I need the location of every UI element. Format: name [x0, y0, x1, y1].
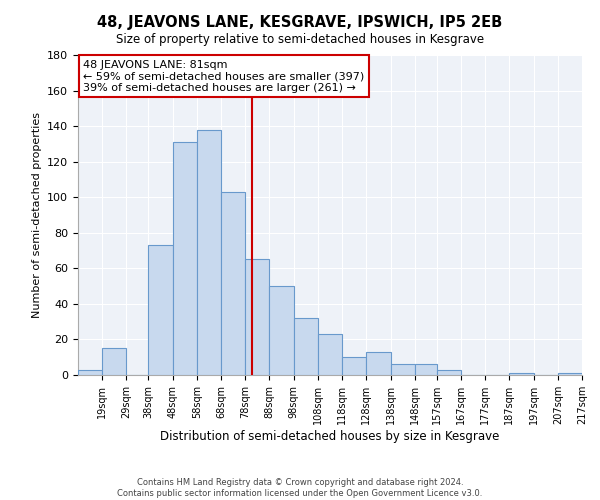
Bar — [509, 373, 533, 375]
Bar — [391, 364, 415, 375]
Bar — [342, 357, 367, 375]
Bar — [558, 373, 582, 375]
Bar — [173, 142, 197, 375]
Y-axis label: Number of semi-detached properties: Number of semi-detached properties — [32, 112, 41, 318]
X-axis label: Distribution of semi-detached houses by size in Kesgrave: Distribution of semi-detached houses by … — [160, 430, 500, 442]
Bar — [148, 245, 173, 375]
Bar — [318, 334, 342, 375]
Bar — [221, 192, 245, 375]
Text: Size of property relative to semi-detached houses in Kesgrave: Size of property relative to semi-detach… — [116, 32, 484, 46]
Bar — [78, 370, 102, 375]
Text: Contains HM Land Registry data © Crown copyright and database right 2024.
Contai: Contains HM Land Registry data © Crown c… — [118, 478, 482, 498]
Bar — [437, 370, 461, 375]
Bar — [197, 130, 221, 375]
Bar — [245, 260, 269, 375]
Bar — [415, 364, 437, 375]
Text: 48 JEAVONS LANE: 81sqm
← 59% of semi-detached houses are smaller (397)
39% of se: 48 JEAVONS LANE: 81sqm ← 59% of semi-det… — [83, 60, 364, 93]
Bar — [269, 286, 293, 375]
Bar — [367, 352, 391, 375]
Bar — [293, 318, 318, 375]
Text: 48, JEAVONS LANE, KESGRAVE, IPSWICH, IP5 2EB: 48, JEAVONS LANE, KESGRAVE, IPSWICH, IP5… — [97, 15, 503, 30]
Bar — [102, 348, 127, 375]
